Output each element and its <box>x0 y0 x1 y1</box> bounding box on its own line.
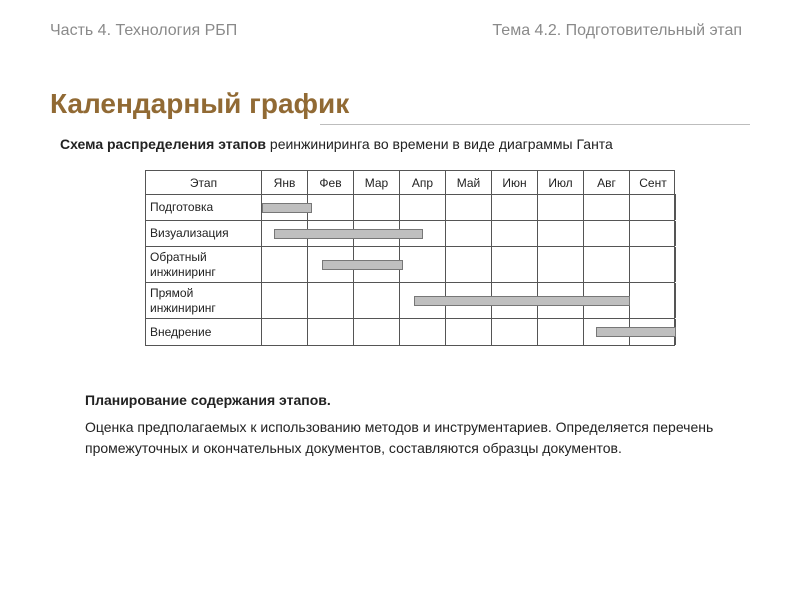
gantt-cell <box>308 195 354 220</box>
gantt-cell <box>354 319 400 345</box>
gantt-header-row: Этап ЯнвФевМарАпрМайИюнИюлАвгСент <box>146 171 674 195</box>
gantt-cell <box>492 319 538 345</box>
gantt-cell <box>538 319 584 345</box>
gantt-row: Обратный инжиниринг <box>146 247 674 283</box>
gantt-header-month: Апр <box>400 171 446 195</box>
gantt-cell <box>630 283 676 318</box>
subtitle-rest: реинжиниринга во времени в виде диаграмм… <box>266 136 613 152</box>
gantt-cell <box>400 195 446 220</box>
gantt-cell <box>262 283 308 318</box>
gantt-stage-label: Визуализация <box>146 221 262 246</box>
gantt-row: Подготовка <box>146 195 674 221</box>
gantt-bar <box>414 296 630 306</box>
body-text: Планирование содержания этапов. Оценка п… <box>85 390 715 459</box>
gantt-row: Внедрение <box>146 319 674 345</box>
subtitle: Схема распределения этапов реинжиниринга… <box>60 136 740 152</box>
gantt-cell <box>584 221 630 246</box>
gantt-cell <box>446 247 492 282</box>
gantt-cell <box>630 247 676 282</box>
gantt-bar <box>596 327 677 337</box>
gantt-bar <box>322 260 403 270</box>
gantt-timeline <box>262 195 676 220</box>
gantt-cell <box>354 195 400 220</box>
gantt-stage-label: Внедрение <box>146 319 262 345</box>
gantt-cell <box>492 247 538 282</box>
gantt-header-month: Фев <box>308 171 354 195</box>
gantt-cell <box>630 221 676 246</box>
gantt-timeline <box>262 221 676 246</box>
gantt-cell <box>492 221 538 246</box>
gantt-cell <box>446 221 492 246</box>
gantt-cell <box>584 247 630 282</box>
gantt-chart: Этап ЯнвФевМарАпрМайИюнИюлАвгСент Подгот… <box>145 170 675 346</box>
gantt-header-month: Май <box>446 171 492 195</box>
gantt-cell <box>630 195 676 220</box>
gantt-stage-label: Обратный инжиниринг <box>146 247 262 282</box>
gantt-stage-label: Подготовка <box>146 195 262 220</box>
gantt-cell <box>538 221 584 246</box>
gantt-cell <box>584 195 630 220</box>
header-left: Часть 4. Технология РБП <box>50 22 237 40</box>
gantt-header-stage: Этап <box>146 171 262 195</box>
gantt-header-month: Авг <box>584 171 630 195</box>
gantt-header-month: Сент <box>630 171 676 195</box>
gantt-cell <box>308 319 354 345</box>
gantt-header-month: Июл <box>538 171 584 195</box>
gantt-bar <box>274 229 424 239</box>
gantt-timeline <box>262 283 676 318</box>
gantt-bar <box>262 203 312 213</box>
gantt-cell <box>262 319 308 345</box>
gantt-row: Прямой инжиниринг <box>146 283 674 319</box>
gantt-cell <box>538 195 584 220</box>
gantt-cell <box>354 283 400 318</box>
gantt-row: Визуализация <box>146 221 674 247</box>
gantt-cell <box>400 319 446 345</box>
gantt-rows: ПодготовкаВизуализацияОбратный инжинирин… <box>146 195 674 345</box>
subtitle-bold: Схема распределения этапов <box>60 136 266 152</box>
body-lead: Планирование содержания этапов. <box>85 390 715 411</box>
gantt-header-month: Июн <box>492 171 538 195</box>
gantt-timeline <box>262 247 676 282</box>
gantt-stage-label: Прямой инжиниринг <box>146 283 262 318</box>
gantt-cell <box>262 247 308 282</box>
body-paragraph: Оценка предполагаемых к использованию ме… <box>85 417 715 459</box>
gantt-cell <box>446 319 492 345</box>
page-title: Календарный график <box>50 88 349 120</box>
gantt-cell <box>538 247 584 282</box>
gantt-cell <box>446 195 492 220</box>
gantt-header-month: Мар <box>354 171 400 195</box>
gantt-cell <box>400 247 446 282</box>
gantt-cell <box>492 195 538 220</box>
gantt-header-month: Янв <box>262 171 308 195</box>
gantt-cell <box>308 283 354 318</box>
header-right: Тема 4.2. Подготовительный этап <box>492 22 742 40</box>
title-rule <box>320 124 750 125</box>
gantt-timeline <box>262 319 676 345</box>
